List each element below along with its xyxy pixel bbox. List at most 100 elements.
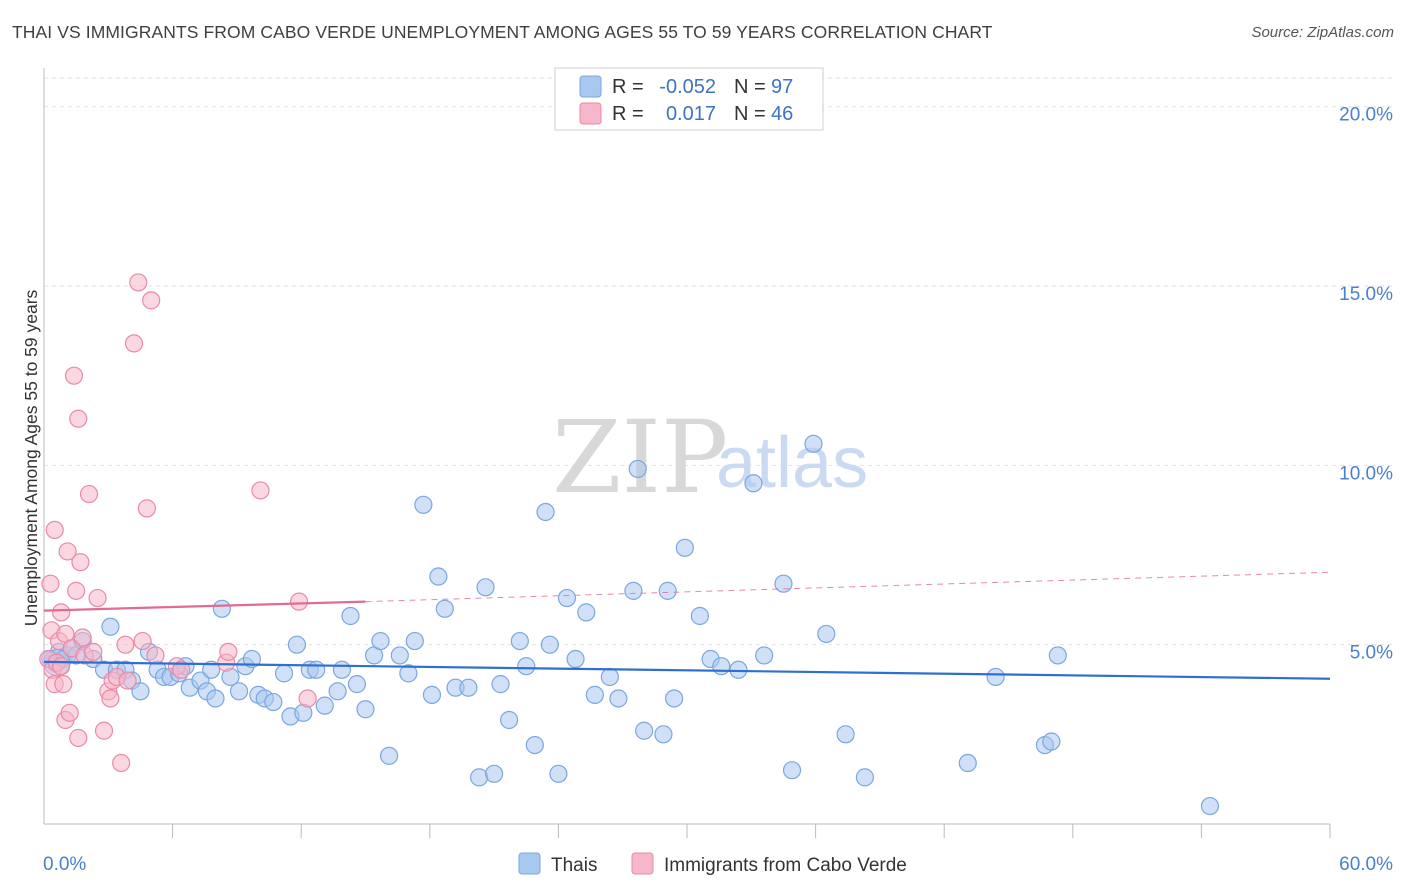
cabo-verde-point bbox=[45, 520, 64, 540]
cabo-verde-point bbox=[79, 484, 99, 504]
cabo-verde-point bbox=[60, 703, 79, 722]
thais-point bbox=[600, 667, 619, 687]
thais-point bbox=[500, 710, 519, 730]
cabo-verde-point bbox=[71, 553, 90, 572]
thais-point bbox=[405, 631, 424, 651]
cabo-verde-point bbox=[67, 581, 86, 600]
y-tick-label: 15.0% bbox=[1339, 284, 1393, 305]
thais-point bbox=[654, 725, 673, 744]
cabo-verde-point bbox=[69, 728, 88, 748]
thais-point bbox=[628, 459, 647, 479]
cabo-verde-point bbox=[52, 603, 71, 622]
legend-n-label-thais: N = bbox=[734, 76, 766, 98]
thais-point bbox=[566, 649, 585, 669]
thais-point bbox=[469, 768, 489, 787]
thais-point bbox=[491, 675, 510, 694]
thais-point bbox=[729, 660, 748, 679]
trend-lines bbox=[43, 571, 1331, 680]
cabo-verde-point bbox=[94, 721, 114, 740]
cabo-verde-point bbox=[69, 409, 88, 428]
thais-point bbox=[347, 675, 367, 694]
cabo-verde-point bbox=[112, 753, 131, 773]
thais-point bbox=[485, 764, 504, 783]
thais-point bbox=[609, 689, 628, 708]
cabo-verde-point bbox=[118, 671, 137, 690]
thais-point bbox=[817, 624, 836, 644]
thais-point bbox=[549, 764, 568, 783]
thais-point bbox=[525, 735, 544, 755]
cabo-verde-point bbox=[101, 689, 120, 708]
bottom-legend-swatch-thais bbox=[518, 852, 541, 875]
cabo-verde-trend-line-extension bbox=[365, 571, 1331, 603]
cabo-verde-point bbox=[129, 273, 148, 292]
legend-n-value-thais: 97 bbox=[771, 76, 793, 98]
thais-point bbox=[356, 700, 375, 719]
bottom-legend-label-cabo-verde: Immigrants from Cabo Verde bbox=[664, 855, 907, 876]
thais-point bbox=[476, 578, 495, 597]
chart-source: Source: ZipAtlas.com bbox=[1251, 24, 1394, 41]
legend-r-label-cabo-verde: R = bbox=[612, 103, 644, 125]
cabo-verde-point bbox=[64, 366, 84, 385]
x-tick-label: 0.0% bbox=[43, 854, 86, 875]
bottom-legend-label-thais: Thais bbox=[551, 855, 597, 876]
legend-swatch-thais bbox=[579, 75, 602, 98]
thais-point bbox=[414, 495, 433, 514]
thais-point bbox=[371, 631, 390, 651]
thais-point bbox=[624, 581, 643, 600]
legend-r-value-thais: -0.052 bbox=[659, 76, 716, 98]
cabo-verde-point bbox=[133, 631, 152, 651]
thais-point bbox=[585, 685, 604, 704]
thais-point bbox=[429, 567, 448, 586]
thais-point bbox=[855, 768, 874, 787]
watermark-zip: ZIP bbox=[552, 399, 728, 516]
cabo-verde-point bbox=[137, 499, 156, 518]
thais-point bbox=[690, 606, 709, 626]
thais-point bbox=[315, 696, 334, 715]
cabo-verde-point bbox=[54, 675, 73, 694]
axes bbox=[43, 68, 1331, 838]
thais-point bbox=[658, 581, 677, 600]
cabo-verde-point bbox=[142, 291, 161, 310]
thais-point bbox=[557, 588, 577, 608]
chart-title: THAI VS IMMIGRANTS FROM CABO VERDE UNEMP… bbox=[12, 22, 993, 42]
thais-point bbox=[774, 574, 793, 593]
thais-point bbox=[1042, 732, 1061, 751]
thais-point bbox=[1200, 796, 1220, 816]
thais-point bbox=[212, 599, 231, 618]
cabo-verde-point bbox=[58, 542, 77, 561]
thais-point bbox=[804, 434, 823, 453]
stats-legend: R = -0.052 N = 97 R = 0.017 N = 46 bbox=[554, 67, 824, 131]
y-axis-label: Unemployment Among Ages 55 to 59 years bbox=[21, 289, 41, 626]
thais-point bbox=[307, 660, 326, 679]
thais-point bbox=[332, 660, 352, 679]
thais-point bbox=[782, 761, 802, 780]
cabo-verde-point bbox=[124, 334, 144, 353]
thais-point bbox=[287, 635, 307, 654]
x-tick-labels: 0.0% 60.0% bbox=[43, 854, 1393, 875]
cabo-verde-point bbox=[146, 646, 165, 665]
thais-point bbox=[328, 682, 347, 701]
cabo-verde-point bbox=[52, 657, 71, 676]
bottom-legend-swatch-cabo-verde bbox=[631, 852, 654, 875]
gridlines bbox=[44, 77, 1392, 646]
thais-point bbox=[510, 631, 529, 651]
cabo-verde-point bbox=[88, 588, 107, 608]
thais-point bbox=[202, 660, 221, 679]
y-tick-label: 20.0% bbox=[1339, 105, 1393, 126]
legend-swatch-cabo-verde bbox=[579, 102, 602, 125]
cabo-verde-points bbox=[39, 273, 317, 773]
thais-point bbox=[536, 502, 555, 522]
watermark: ZIP atlas bbox=[552, 399, 868, 516]
thais-point bbox=[1048, 646, 1067, 665]
cabo-verde-point bbox=[251, 481, 270, 500]
legend-r-value-cabo-verde: 0.017 bbox=[666, 103, 716, 125]
cabo-verde-point bbox=[298, 689, 317, 708]
thais-point bbox=[390, 646, 409, 665]
y-tick-label: 5.0% bbox=[1350, 643, 1393, 664]
cabo-verde-point bbox=[41, 574, 60, 593]
thais-point bbox=[101, 617, 120, 636]
thais-point bbox=[635, 721, 654, 740]
thais-point bbox=[399, 664, 418, 683]
thais-point bbox=[341, 606, 360, 626]
legend-r-label-thais: R = bbox=[612, 76, 644, 98]
